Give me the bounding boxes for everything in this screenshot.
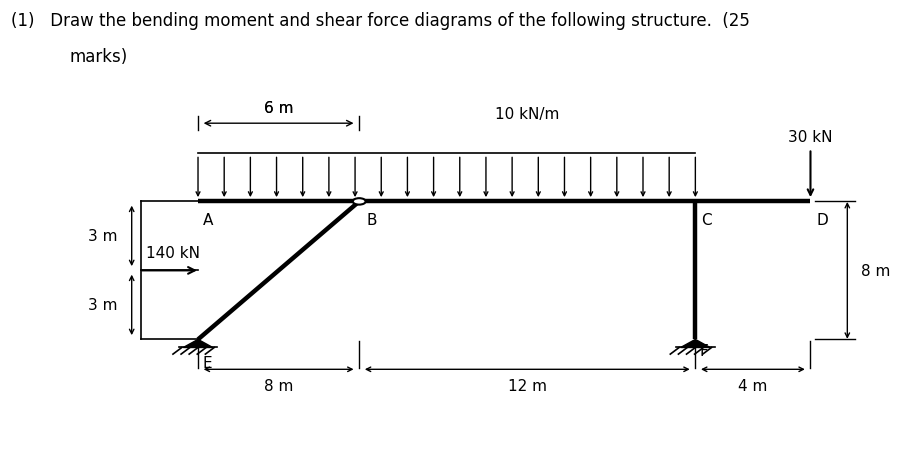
Polygon shape (183, 340, 213, 348)
Text: C: C (701, 212, 712, 227)
Text: A: A (203, 212, 213, 227)
Text: 3 m: 3 m (88, 229, 118, 244)
Text: 4 m: 4 m (739, 378, 767, 393)
Text: D: D (816, 212, 828, 227)
Text: 140 kN: 140 kN (146, 246, 200, 261)
Text: E: E (203, 356, 212, 371)
Polygon shape (681, 340, 710, 348)
Text: B: B (367, 212, 377, 227)
Circle shape (353, 199, 366, 205)
Text: 30 kN: 30 kN (788, 129, 833, 145)
Text: 3 m: 3 m (88, 298, 118, 313)
Text: F: F (700, 343, 709, 358)
Text: 8 m: 8 m (264, 378, 293, 393)
Text: marks): marks) (69, 48, 127, 66)
Text: 12 m: 12 m (507, 378, 547, 393)
Text: 6 m: 6 m (263, 101, 294, 116)
Text: 8 m: 8 m (861, 263, 891, 278)
Text: 6 m: 6 m (263, 101, 294, 116)
Text: (1)   Draw the bending moment and shear force diagrams of the following structur: (1) Draw the bending moment and shear fo… (11, 11, 750, 29)
Text: 10 kN/m: 10 kN/m (495, 106, 559, 122)
